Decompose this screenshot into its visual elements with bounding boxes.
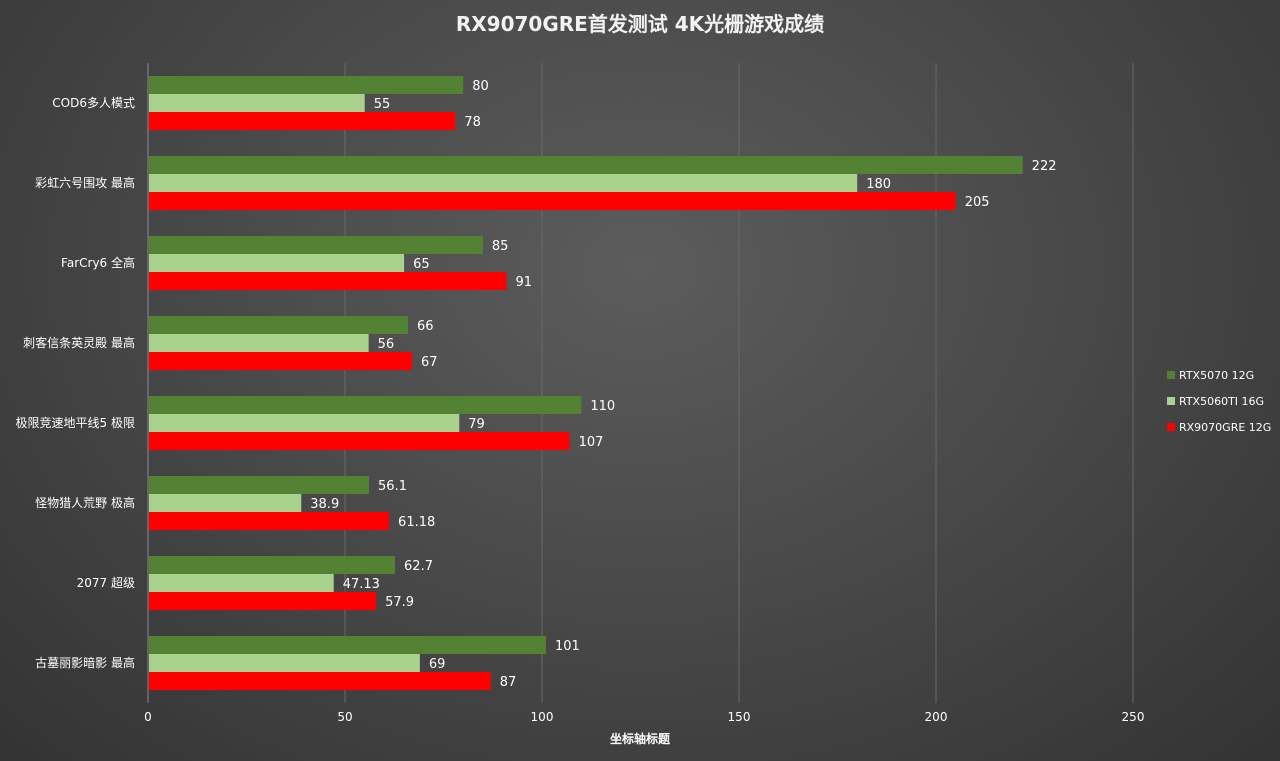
data-label: 222	[1032, 159, 1057, 174]
bar-rtx5060ti-16g	[149, 174, 858, 192]
category-label: 2077 超级	[77, 575, 135, 590]
bar-rtx5070-12g	[149, 556, 396, 574]
data-label: 67	[421, 355, 438, 370]
category-label: FarCry6 全高	[61, 255, 135, 270]
bar-rtx5060ti-16g	[149, 654, 420, 672]
bar-rx9070gre-12g	[149, 272, 507, 290]
bar-rtx5070-12g	[149, 476, 370, 494]
chart-title: RX9070GRE首发测试 4K光栅游戏成绩	[456, 12, 824, 36]
data-label: 62.7	[404, 559, 433, 574]
bar-rtx5070-12g	[149, 156, 1023, 174]
bar-rx9070gre-12g	[149, 192, 956, 210]
category-label: COD6多人模式	[52, 96, 135, 110]
x-axis-title: 坐标轴标题	[610, 731, 671, 746]
bar-rtx5070-12g	[149, 316, 409, 334]
category-label: 古墓丽影暗影 最高	[35, 655, 135, 670]
legend-label: RTX5060TI 16G	[1179, 395, 1264, 408]
x-tick-label: 100	[531, 710, 554, 724]
data-label: 205	[965, 195, 990, 210]
data-label: 57.9	[385, 595, 414, 610]
category-label: 极限竞速地平线5 极限	[16, 416, 135, 430]
legend-swatch	[1167, 371, 1175, 379]
data-label: 61.18	[398, 515, 435, 530]
legend-label: RTX5070 12G	[1179, 369, 1254, 382]
data-label: 78	[464, 115, 481, 130]
x-tick-label: 50	[337, 710, 352, 724]
bars	[149, 76, 1023, 690]
bar-rx9070gre-12g	[149, 672, 491, 690]
x-tick-label: 250	[1122, 710, 1145, 724]
legend-swatch	[1167, 423, 1175, 431]
bar-rtx5060ti-16g	[149, 414, 460, 432]
bar-rx9070gre-12g	[149, 592, 377, 610]
bar-rx9070gre-12g	[149, 432, 570, 450]
data-label: 65	[413, 257, 430, 272]
bar-rtx5070-12g	[149, 236, 483, 254]
x-tick-label: 150	[728, 710, 751, 724]
bar-rtx5060ti-16g	[149, 334, 369, 352]
data-label: 56	[378, 337, 395, 352]
bar-rtx5070-12g	[149, 396, 582, 414]
x-tick-label: 200	[925, 710, 948, 724]
data-label: 91	[516, 275, 533, 290]
data-label: 47.13	[343, 577, 380, 592]
bar-rtx5060ti-16g	[149, 494, 302, 512]
data-label: 80	[472, 79, 489, 94]
legend: RTX5070 12G RTX5060TI 16G RX9070GRE 12G	[1167, 369, 1271, 434]
bar-rx9070gre-12g	[149, 352, 412, 370]
bar-rtx5060ti-16g	[149, 574, 334, 592]
data-label: 66	[417, 319, 434, 334]
bar-rx9070gre-12g	[149, 512, 390, 530]
data-label: 38.9	[310, 497, 339, 512]
data-label: 101	[555, 639, 580, 654]
data-label: 79	[468, 417, 485, 432]
bar-rtx5070-12g	[149, 76, 464, 94]
bar-rtx5060ti-16g	[149, 94, 365, 112]
data-label: 180	[866, 177, 891, 192]
data-label: 107	[579, 435, 604, 450]
bar-rtx5060ti-16g	[149, 254, 405, 272]
data-label: 87	[500, 675, 517, 690]
legend-swatch	[1167, 397, 1175, 405]
bar-rtx5070-12g	[149, 636, 546, 654]
x-tick-label: 0	[144, 710, 152, 724]
data-labels: 80 55 78 222 180 205 85 65 91 66 56 67 110 79 107 56.1 3…	[310, 79, 1056, 690]
data-label: 110	[590, 399, 615, 414]
category-label: 彩虹六号围攻 最高	[35, 175, 135, 190]
category-label: 刺客信条英灵殿 最高	[23, 335, 135, 350]
bar-rx9070gre-12g	[149, 112, 456, 130]
category-label: 怪物猎人荒野 极高	[35, 495, 135, 510]
x-tick-labels: 0 50 100 150 200 250	[144, 710, 1144, 724]
legend-label: RX9070GRE 12G	[1179, 421, 1271, 434]
data-label: 56.1	[378, 479, 407, 494]
data-label: 69	[429, 657, 446, 672]
data-label: 85	[492, 239, 509, 254]
data-label: 55	[374, 97, 391, 112]
